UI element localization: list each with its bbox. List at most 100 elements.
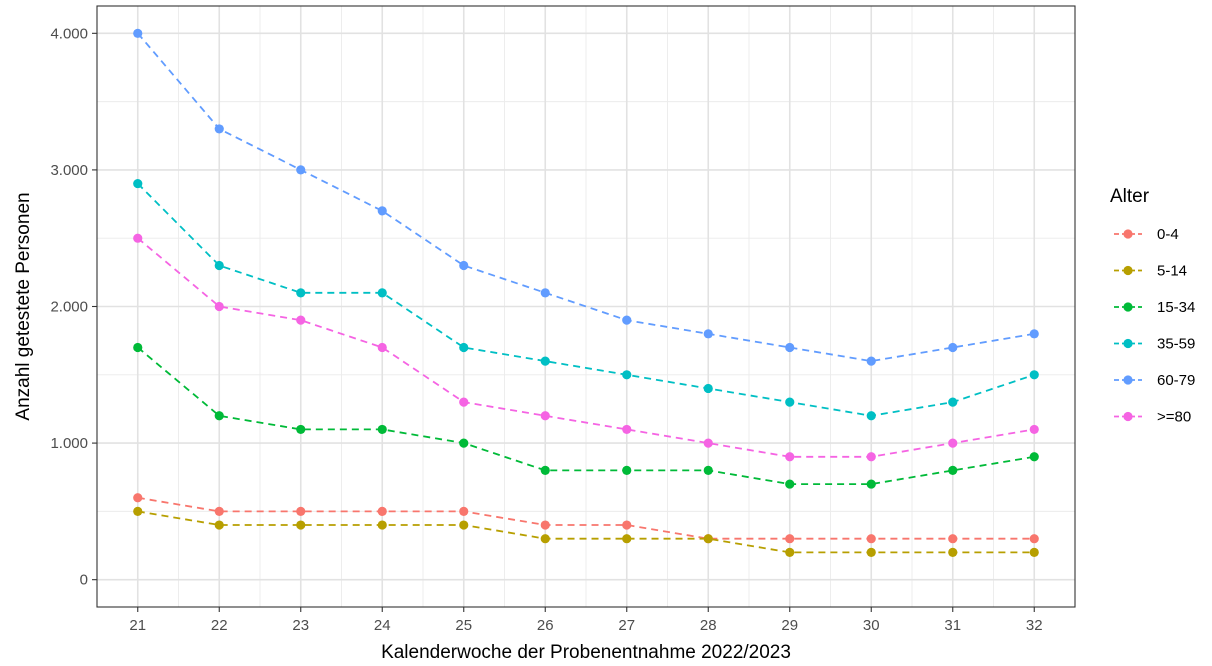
data-point->=80 [866, 452, 876, 462]
data-point->=80 [377, 342, 387, 353]
legend-key-point-5-14 [1123, 265, 1133, 276]
legend-label-60-79: 60-79 [1157, 372, 1195, 389]
data-point-60-79 [133, 28, 143, 38]
legend-label-5-14: 5-14 [1157, 263, 1187, 280]
x-tick-label: 24 [374, 617, 391, 634]
data-point->=80 [133, 233, 143, 243]
data-point->=80 [622, 424, 632, 435]
data-point-15-34 [866, 479, 876, 489]
data-point-5-14 [133, 506, 143, 516]
data-point->=80 [1029, 424, 1039, 435]
series-line-5-14 [137, 510, 1035, 554]
x-tick-label: 21 [129, 617, 146, 634]
data-point-35-59 [133, 178, 143, 189]
data-point-35-59 [866, 411, 876, 421]
x-tick-label: 30 [863, 617, 880, 634]
data-point-5-14 [377, 520, 387, 530]
legend-key-point-0-4 [1123, 229, 1133, 239]
data-point-0-4 [948, 534, 958, 544]
data-point->=80 [948, 438, 958, 448]
data-point->=80 [459, 397, 469, 407]
data-point->=80 [785, 452, 795, 462]
y-tick-label: 2.000 [50, 299, 88, 316]
data-point-60-79 [703, 329, 713, 339]
data-point-5-14 [459, 520, 469, 530]
data-point-0-4 [785, 534, 795, 544]
x-tick-label: 29 [781, 617, 798, 634]
legend-label-15-34: 15-34 [1157, 299, 1195, 316]
data-point-35-59 [296, 288, 306, 298]
data-point-35-59 [703, 383, 713, 394]
data-point-15-34 [459, 438, 469, 448]
y-tick-label: 3.000 [50, 162, 88, 179]
legend-key-point->=80 [1123, 411, 1133, 422]
data-point-15-34 [540, 465, 550, 476]
y-axis: 0 1.000 2.000 3.000 4.000 [50, 25, 97, 589]
data-point-60-79 [622, 315, 632, 325]
series-line-0-4 [137, 496, 1035, 540]
data-point-5-14 [622, 534, 632, 544]
data-point->=80 [214, 301, 224, 312]
legend-label-35-59: 35-59 [1157, 336, 1195, 353]
y-tick-label: 1.000 [50, 435, 88, 452]
data-point-15-34 [296, 424, 306, 435]
data-point-5-14 [540, 534, 550, 544]
series-layer [133, 28, 1039, 557]
data-point-5-14 [948, 547, 958, 557]
data-point-5-14 [214, 520, 224, 530]
data-point-0-4 [296, 506, 306, 516]
data-point-5-14 [703, 534, 713, 544]
data-point-15-34 [785, 479, 795, 489]
data-point-60-79 [948, 342, 958, 353]
data-point-35-59 [214, 260, 224, 271]
data-point->=80 [703, 438, 713, 448]
x-tick-label: 22 [211, 617, 228, 634]
data-point-5-14 [866, 547, 876, 557]
data-point-35-59 [622, 370, 632, 380]
data-point-60-79 [214, 124, 224, 134]
data-point-15-34 [214, 411, 224, 421]
data-point-0-4 [214, 506, 224, 516]
legend-key-point-15-34 [1123, 302, 1133, 312]
x-tick-label: 27 [618, 617, 635, 634]
data-point-0-4 [540, 520, 550, 530]
data-point-60-79 [866, 356, 876, 366]
data-point-35-59 [948, 397, 958, 407]
series-line->=80 [137, 237, 1035, 458]
legend: Alter 0-4 5-14 15-34 35-59 60-79 >=80 [1110, 186, 1195, 426]
series-line-35-59 [137, 182, 1035, 417]
x-tick-label: 25 [455, 617, 472, 634]
data-point-15-34 [622, 465, 632, 476]
data-point-15-34 [703, 465, 713, 476]
x-axis-title: Kalenderwoche der Probenentnahme 2022/20… [381, 642, 791, 663]
x-axis: 21 22 23 24 25 26 27 28 29 30 31 32 [129, 607, 1043, 634]
legend-key-point-60-79 [1123, 375, 1133, 385]
y-tick-label: 4.000 [50, 25, 88, 42]
data-point-60-79 [785, 342, 795, 353]
data-point-35-59 [785, 397, 795, 407]
y-tick-label: 0 [80, 572, 88, 589]
data-point-15-34 [133, 342, 143, 353]
data-point-0-4 [1029, 534, 1039, 544]
data-point->=80 [540, 411, 550, 421]
data-point-5-14 [296, 520, 306, 530]
data-point-0-4 [133, 493, 143, 503]
legend-key-point-35-59 [1123, 338, 1133, 349]
legend-label-0-4: 0-4 [1157, 226, 1179, 243]
data-point-5-14 [785, 547, 795, 557]
data-point-35-59 [459, 342, 469, 353]
data-point-60-79 [296, 165, 306, 175]
data-point-0-4 [459, 506, 469, 516]
data-point-0-4 [622, 520, 632, 530]
legend-label->=80: >=80 [1157, 409, 1191, 426]
x-tick-label: 31 [944, 617, 961, 634]
data-point-60-79 [377, 206, 387, 216]
data-point-60-79 [459, 260, 469, 271]
data-point-15-34 [948, 465, 958, 476]
data-point-5-14 [1029, 547, 1039, 557]
data-point-35-59 [540, 356, 550, 366]
x-tick-label: 26 [537, 617, 554, 634]
x-tick-label: 23 [292, 617, 309, 634]
data-point-15-34 [1029, 452, 1039, 462]
